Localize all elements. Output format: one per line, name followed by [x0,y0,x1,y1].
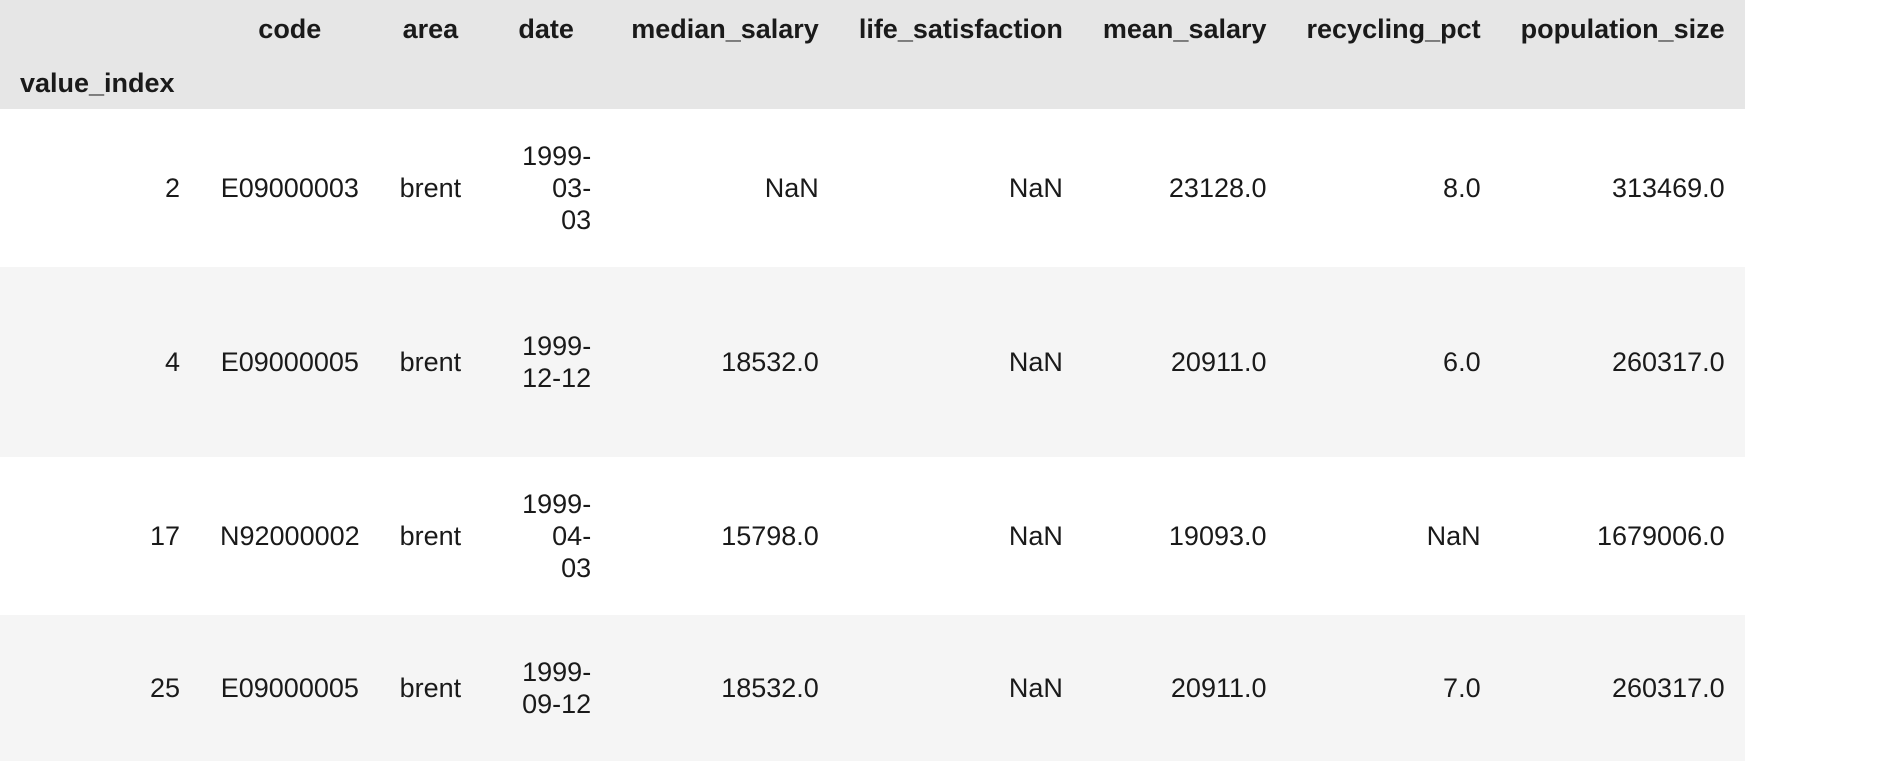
row-index-cell: 17 [0,457,200,615]
cell-recycling-pct: 7.0 [1286,615,1501,761]
cell-median-salary: 15798.0 [611,457,839,615]
index-header-blank [0,0,200,57]
table-row: 2 E09000003 brent 1999- 03- 03 NaN NaN 23128.0 8.… [0,109,1745,267]
cell-area: brent [379,615,482,761]
cell-population-size: 260317.0 [1500,267,1745,457]
cell-date: 1999- 04- 03 [481,457,612,615]
index-row-blank [838,57,1083,109]
cell-area: brent [379,109,482,267]
index-row-blank [1082,57,1287,109]
cell-median-salary: NaN [611,109,839,267]
date-line: 1999- [522,489,592,519]
row-index-cell: 4 [0,267,200,457]
cell-life-satisfaction: NaN [838,109,1083,267]
cell-mean-salary: 19093.0 [1082,457,1287,615]
date-line: 04- [552,521,592,551]
date-line: 03 [561,553,592,583]
index-row-blank [611,57,839,109]
table-row: 25 E09000005 brent 1999- 09-12 18532.0 NaN 2091… [0,615,1745,761]
cell-code: E09000005 [200,267,380,457]
table-row: 17 N92000002 brent 1999- 04- 03 15798.0 NaN 1909… [0,457,1745,615]
cell-mean-salary: 20911.0 [1082,267,1287,457]
index-row-blank [379,57,482,109]
column-header-row: code area date median_salary life_satisf… [0,0,1745,57]
cell-population-size: 260317.0 [1500,615,1745,761]
date-line: 1999- [522,331,592,361]
cell-life-satisfaction: NaN [838,615,1083,761]
cell-date: 1999- 09-12 [481,615,612,761]
index-name-header: value_index [0,57,200,109]
index-name-row: value_index [0,57,1745,109]
cell-population-size: 1679006.0 [1500,457,1745,615]
cell-code: E09000005 [200,615,380,761]
index-row-blank [1286,57,1501,109]
cell-mean-salary: 23128.0 [1082,109,1287,267]
column-header-median-salary: median_salary [611,0,839,57]
cell-area: brent [379,267,482,457]
cell-date: 1999- 03- 03 [481,109,612,267]
index-row-blank [481,57,612,109]
cell-population-size: 313469.0 [1500,109,1745,267]
cell-life-satisfaction: NaN [838,267,1083,457]
column-header-population-size: population_size [1500,0,1745,57]
row-index-cell: 25 [0,615,200,761]
cell-code: E09000003 [200,109,380,267]
table-body: 2 E09000003 brent 1999- 03- 03 NaN NaN 23128.0 8.… [0,109,1745,761]
column-header-area: area [379,0,482,57]
index-row-blank [1500,57,1745,109]
date-line: 03- [552,173,592,203]
cell-life-satisfaction: NaN [838,457,1083,615]
cell-recycling-pct: 8.0 [1286,109,1501,267]
cell-date: 1999- 12-12 [481,267,612,457]
date-line: 12-12 [522,363,592,393]
column-header-mean-salary: mean_salary [1082,0,1287,57]
dataframe-table: code area date median_salary life_satisf… [0,0,1745,761]
cell-recycling-pct: NaN [1286,457,1501,615]
column-header-life-satisfaction: life_satisfaction [838,0,1083,57]
cell-code: N92000002 [200,457,380,615]
cell-median-salary: 18532.0 [611,267,839,457]
date-line: 03 [561,205,592,235]
cell-mean-salary: 20911.0 [1082,615,1287,761]
table-row: 4 E09000005 brent 1999- 12-12 18532.0 NaN 20911… [0,267,1745,457]
column-header-date: date [481,0,612,57]
column-header-code: code [200,0,380,57]
cell-area: brent [379,457,482,615]
date-line: 1999- [522,657,592,687]
column-header-recycling-pct: recycling_pct [1286,0,1501,57]
date-line: 1999- [522,141,592,171]
cell-recycling-pct: 6.0 [1286,267,1501,457]
row-index-cell: 2 [0,109,200,267]
date-line: 09-12 [522,689,592,719]
index-row-blank [200,57,380,109]
cell-median-salary: 18532.0 [611,615,839,761]
